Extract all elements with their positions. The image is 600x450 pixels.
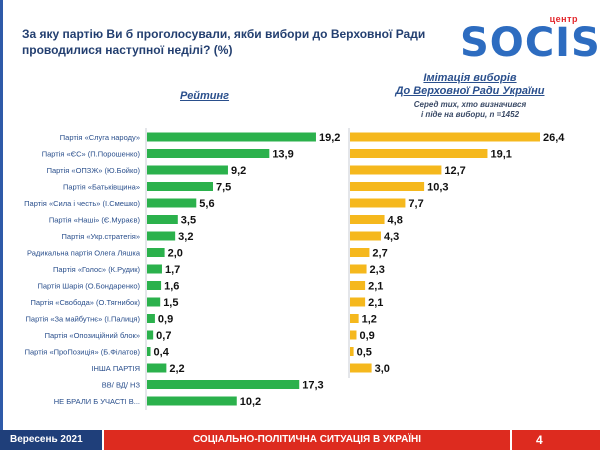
page-title: За яку партію Ви б проголосували, якби в… — [22, 27, 426, 57]
left-category-label: Партія «Наші» (Є.Мураєв) — [49, 216, 141, 225]
left-category-label: Партія «Свобода» (О.Тягнибок) — [30, 298, 140, 307]
left-category-label: Партія «Слуга народу» — [60, 133, 140, 142]
left-bar — [147, 231, 176, 241]
left-bar-value: 10,2 — [240, 396, 261, 408]
left-bar — [147, 165, 228, 175]
left-bar-value: 3,5 — [181, 215, 196, 227]
right-bar — [350, 281, 366, 290]
right-bar-value: 2,1 — [368, 281, 383, 293]
right-chart-title: Імітація виборів До Верховної Ради Украї… — [370, 72, 570, 98]
right-chart-title-line2: До Верховної Ради України — [395, 85, 545, 97]
left-bar-value: 5,6 — [199, 198, 214, 210]
right-bar-value: 4,3 — [384, 231, 399, 243]
left-bar — [147, 264, 162, 274]
left-category-label: Партія Шарія (О.Бондаренко) — [37, 282, 140, 291]
left-category-label: Партія «ОПЗЖ» (Ю.Бойко) — [47, 166, 141, 175]
left-bar-value: 13,9 — [272, 149, 293, 161]
right-chart-subtitle-line1: Серед тих, хто визначився — [413, 100, 527, 109]
right-bar — [350, 215, 385, 224]
right-bar — [350, 198, 406, 208]
right-bar-value: 2,7 — [372, 248, 387, 260]
logo-centr-text: центр — [549, 14, 578, 24]
left-category-label: Партія «Батьківщина» — [63, 183, 140, 192]
left-category-label: Радикальна партія Олега Ляшка — [27, 249, 141, 258]
left-bar-value: 1,7 — [165, 264, 180, 276]
footer-date: Вересень 2021 — [0, 430, 102, 450]
left-chart-title: Рейтинг — [180, 90, 230, 102]
left-bar — [147, 132, 316, 142]
right-bar — [350, 182, 425, 191]
left-bar — [147, 149, 270, 158]
left-bar — [147, 314, 155, 323]
right-bar-value: 19,1 — [490, 149, 511, 161]
right-bar — [350, 347, 354, 356]
left-bar — [147, 330, 154, 340]
left-bar — [147, 363, 167, 373]
logo-wordmark: SOCIS — [460, 20, 600, 66]
right-bar — [350, 231, 381, 241]
left-bar — [147, 215, 178, 224]
left-bar-value: 2,0 — [168, 248, 183, 260]
right-bar — [350, 165, 442, 175]
right-chart-title-line1: Імітація виборів — [423, 72, 517, 84]
left-bar-value: 3,2 — [178, 231, 193, 243]
left-category-label: НЕ БРАЛИ Б УЧАСТІ В... — [54, 397, 140, 406]
left-bar-value: 1,5 — [163, 297, 178, 309]
right-bar-value: 0,5 — [357, 347, 372, 359]
right-bar-value: 0,9 — [359, 330, 374, 342]
right-bar — [350, 314, 359, 323]
left-bar — [147, 198, 197, 208]
left-bar-value: 2,2 — [169, 363, 184, 375]
right-bar-value: 2,1 — [368, 297, 383, 309]
right-bar — [350, 132, 540, 142]
left-bar — [147, 396, 237, 406]
left-category-label: Партія «За майбутнє» (І.Палиця) — [26, 315, 141, 324]
right-bar-value: 2,3 — [370, 264, 385, 276]
left-category-label: Партія «Укр.стратегія» — [62, 232, 140, 241]
left-category-label: Партія «ПроПозиція» (Б.Філатов) — [25, 348, 141, 357]
right-bar — [350, 149, 488, 158]
left-bar-value: 9,2 — [231, 165, 246, 177]
left-bar-value: 0,9 — [158, 314, 173, 326]
left-accent-rule — [0, 0, 3, 430]
right-bar — [350, 248, 370, 257]
left-bar-value: 0,4 — [154, 347, 170, 359]
left-bar — [147, 297, 161, 307]
left-bar — [147, 248, 165, 257]
right-bar — [350, 330, 357, 340]
right-bar-value: 12,7 — [444, 165, 465, 177]
footer-section-title: СОЦІАЛЬНО-ПОЛІТИЧНА СИТУАЦІЯ В УКРАЇНІ — [104, 430, 510, 450]
right-bar — [350, 264, 367, 274]
left-bar — [147, 380, 300, 389]
left-bar-value: 7,5 — [216, 182, 231, 194]
left-bar — [147, 281, 162, 290]
left-bar-value: 0,7 — [156, 330, 171, 342]
left-bar-value: 17,3 — [302, 380, 323, 392]
right-bar — [350, 363, 372, 373]
right-bar-value: 1,2 — [362, 314, 377, 326]
right-bar-value: 3,0 — [375, 363, 390, 375]
footer-page-number: 4 — [512, 430, 600, 450]
right-bar-value: 10,3 — [427, 182, 448, 194]
left-category-label: Партія «Голос» (К.Рудик) — [53, 265, 140, 274]
right-bar-value: 4,8 — [388, 215, 403, 227]
socis-logo: центр SOCIS — [460, 14, 600, 66]
dual-bar-chart: Партія «Слуга народу» 19,2 Партія «ЄС» (П.… — [24, 128, 565, 410]
left-category-label: ВВ/ ВД/ НЗ — [102, 381, 141, 390]
left-bar-value: 19,2 — [319, 132, 340, 144]
left-category-label: Партія «Опозиційний блок» — [45, 331, 140, 340]
left-bar — [147, 347, 151, 356]
footer-bar: Вересень 2021 СОЦІАЛЬНО-ПОЛІТИЧНА СИТУАЦ… — [0, 430, 600, 450]
left-bar — [147, 182, 213, 191]
right-chart-subtitle: Серед тих, хто визначився і піде на вибо… — [370, 100, 570, 120]
right-bar-value: 26,4 — [543, 132, 565, 144]
left-bar-value: 1,6 — [164, 281, 179, 293]
right-chart-subtitle-line2: і піде на вибори, n =1452 — [420, 110, 520, 119]
right-bar — [350, 297, 366, 307]
left-category-label: ІНША ПАРТІЯ — [91, 364, 140, 373]
right-bar-value: 7,7 — [408, 198, 423, 210]
left-category-label: Партія «Сила і честь» (І.Смешко) — [24, 199, 140, 208]
left-category-label: Партія «ЄС» (П.Порошенко) — [42, 150, 141, 159]
